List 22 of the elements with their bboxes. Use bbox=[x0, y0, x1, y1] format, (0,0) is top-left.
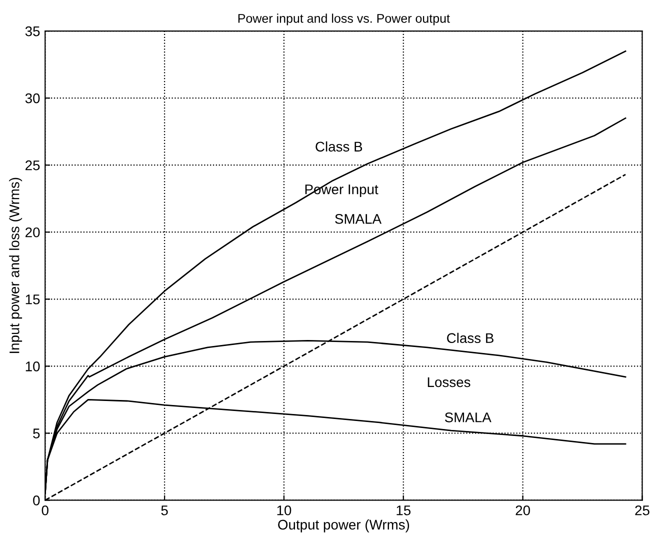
chart-title: Power input and loss vs. Power output bbox=[238, 14, 450, 26]
x-tick-label: 0 bbox=[42, 505, 48, 516]
x-tick-label: 25 bbox=[635, 505, 650, 516]
y-tick-label: 10 bbox=[26, 362, 40, 372]
x-axis-title: Output power (Wrms) bbox=[278, 519, 410, 532]
y-tick-label: 5 bbox=[33, 428, 40, 438]
x-tick-label: 10 bbox=[277, 505, 292, 516]
y-tick-label: 25 bbox=[26, 160, 40, 170]
x-tick-label: 15 bbox=[396, 506, 411, 516]
annotation: SMALA bbox=[444, 412, 492, 422]
annotation: Losses bbox=[428, 377, 470, 388]
y-tick-label: 20 bbox=[26, 227, 40, 238]
annotation: Class B bbox=[316, 141, 362, 152]
y-tick-label: 15 bbox=[26, 294, 40, 304]
y-tick-label: 0 bbox=[33, 496, 40, 506]
annotation: Class B bbox=[447, 332, 494, 344]
annotation: SMALA bbox=[335, 214, 382, 224]
y-tick-label: 30 bbox=[25, 93, 40, 104]
y-tick-label: 35 bbox=[25, 26, 40, 36]
x-tick-label: 20 bbox=[516, 505, 530, 516]
x-tick-label: 5 bbox=[161, 506, 168, 516]
y-axis-title: Input power and loss (Wrms) bbox=[9, 178, 22, 353]
